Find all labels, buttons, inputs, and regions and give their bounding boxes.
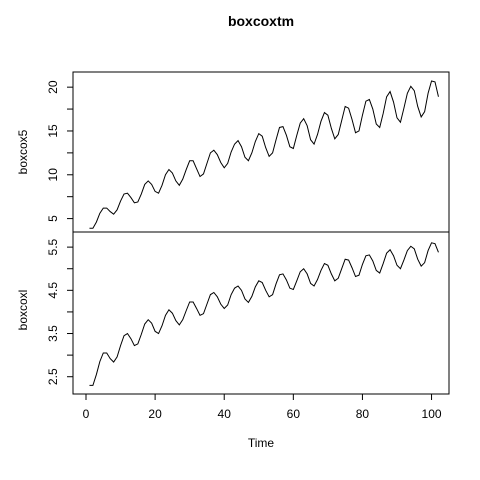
x-tick-label: 60 bbox=[287, 407, 301, 421]
panel-frame bbox=[72, 231, 450, 395]
y-tick-label: 3.5 bbox=[46, 325, 60, 342]
y-tick-label: 5 bbox=[46, 215, 60, 222]
panel-top: 5 10 15 20 bbox=[46, 71, 450, 233]
chart-title: boxcoxtm bbox=[228, 13, 294, 29]
y-tick-label: 5.5 bbox=[46, 238, 60, 255]
panel-frame bbox=[72, 71, 450, 233]
y-tick-label: 4.5 bbox=[46, 282, 60, 299]
x-tick-label: 100 bbox=[422, 407, 442, 421]
series-line-boxcox5 bbox=[89, 80, 439, 229]
x-axis: 0 20 40 60 80 100 bbox=[83, 393, 442, 421]
y-tick-label: 10 bbox=[46, 168, 60, 182]
series-line-boxcoxl bbox=[89, 242, 439, 386]
y-axis-label-top: boxcox5 bbox=[16, 129, 30, 174]
y-tick-label: 20 bbox=[46, 80, 60, 94]
y-axis-label-bottom: boxcoxl bbox=[16, 290, 30, 331]
x-tick-label: 40 bbox=[218, 407, 232, 421]
x-tick-label: 80 bbox=[356, 407, 370, 421]
y-tick-label: 15 bbox=[46, 124, 60, 138]
y-tick-label: 2.5 bbox=[46, 368, 60, 385]
x-tick-label: 20 bbox=[148, 407, 162, 421]
x-tick-label: 0 bbox=[83, 407, 90, 421]
x-axis-label: Time bbox=[248, 436, 275, 450]
panel-bottom: 2.5 3.5 4.5 5.5 bbox=[46, 231, 450, 395]
